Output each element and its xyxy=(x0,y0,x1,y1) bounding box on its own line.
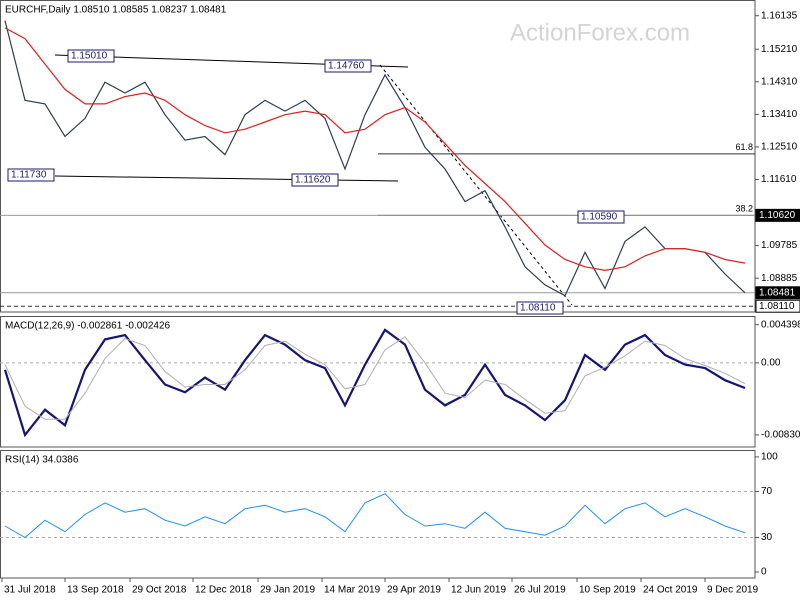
y-tick-label: 1.11610 xyxy=(761,174,797,185)
rsi-title: RSI(14) 34.0386 xyxy=(5,455,79,466)
annotation-box xyxy=(67,49,115,63)
price-label-box xyxy=(755,286,800,300)
y-tick-label: 30 xyxy=(761,532,773,543)
y-tick-label: 1.12510 xyxy=(761,142,798,153)
x-tick-label: 12 Jun 2019 xyxy=(451,585,506,596)
annotation: 1.10590 xyxy=(581,212,618,223)
x-tick-label: 29 Jan 2019 xyxy=(260,585,315,596)
price-label: 1.10620 xyxy=(759,210,796,221)
price-label: 1.08481 xyxy=(759,287,796,298)
x-tick-label: 10 Sep 2019 xyxy=(579,585,636,596)
annotation: 1.11730 xyxy=(11,170,47,181)
macd-title: MACD(12,26,9) -0.002861 -0.002426 xyxy=(5,321,171,332)
annotation-box xyxy=(516,301,564,315)
x-tick-label: 13 Sep 2018 xyxy=(67,585,124,596)
annotation-box xyxy=(291,173,339,187)
price-title: EURCHF,Daily 1.08510 1.08585 1.08237 1.0… xyxy=(5,5,227,16)
y-tick-label: 1.13410 xyxy=(761,109,798,120)
annotation: 1.15010 xyxy=(71,51,108,62)
y-tick-label: 0.004398 xyxy=(761,319,800,330)
price-label: 1.08110 xyxy=(759,301,795,312)
x-tick-label: 12 Dec 2018 xyxy=(195,585,252,596)
series-line xyxy=(4,20,746,297)
series-line xyxy=(4,27,746,272)
annotation-box xyxy=(324,59,372,73)
y-tick-label: 100 xyxy=(761,452,778,463)
x-tick-label: 26 Jul 2019 xyxy=(514,585,566,596)
x-tick-label: 29 Oct 2018 xyxy=(132,585,187,596)
series-line xyxy=(4,493,746,539)
price-label-box xyxy=(755,208,800,222)
price-panel xyxy=(0,0,756,313)
rsi-panel xyxy=(0,450,756,579)
fib-label: 38.2 xyxy=(735,204,753,214)
y-tick-label: 1.14310 xyxy=(761,76,798,87)
y-tick-label: 1.15210 xyxy=(761,44,798,55)
x-tick-label: 29 Apr 2019 xyxy=(387,585,441,596)
series-line xyxy=(4,336,746,420)
y-tick-label: 1.16135 xyxy=(761,10,798,21)
macd-panel xyxy=(0,316,756,448)
trend-line xyxy=(54,175,399,182)
x-tick-label: 31 Jul 2018 xyxy=(4,585,56,596)
watermark: ActionForex.com xyxy=(510,19,690,46)
annotation: 1.14760 xyxy=(328,61,365,72)
annotation: 1.08110 xyxy=(520,303,556,314)
x-tick-label: 24 Oct 2019 xyxy=(643,585,698,596)
fib-label: 61.8 xyxy=(735,142,753,152)
price-label-box xyxy=(755,299,800,313)
annotation-box xyxy=(7,168,55,182)
annotation-box xyxy=(577,210,625,224)
y-tick-label: 0.00 xyxy=(761,357,781,368)
annotation: 1.11620 xyxy=(295,175,331,186)
y-tick-label: 70 xyxy=(761,486,773,497)
y-tick-label: 0 xyxy=(761,567,767,578)
y-tick-label: -0.008306 xyxy=(761,430,800,441)
x-tick-label: 14 Mar 2019 xyxy=(324,585,381,596)
y-tick-label: 1.08885 xyxy=(761,273,798,284)
y-tick-label: 1.09785 xyxy=(761,240,798,251)
x-tick-label: 9 Dec 2019 xyxy=(707,585,759,596)
